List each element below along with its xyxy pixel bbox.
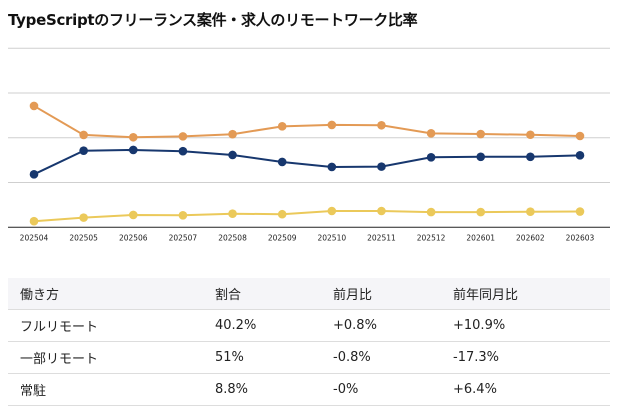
remote-ratio-table: 働き方 割合 前月比 前年同月比 フルリモート 40.2% +0.8% +10.… — [8, 278, 610, 406]
data-point-2 — [575, 207, 585, 216]
cell-mom: -0.8% — [333, 341, 453, 374]
cell-work-style: 常駐 — [8, 373, 215, 406]
data-point-0 — [79, 130, 88, 140]
series-line-0 — [33, 105, 581, 139]
cell-work-style: 一部リモート — [8, 341, 215, 374]
data-point-0 — [377, 120, 386, 130]
data-point-2 — [526, 207, 535, 217]
data-point-2 — [377, 206, 386, 216]
data-point-0 — [228, 129, 237, 139]
cell-mom: -0% — [333, 373, 453, 406]
data-point-1 — [79, 146, 88, 155]
x-tick-label: 202603 — [566, 233, 595, 242]
data-point-0 — [476, 129, 486, 139]
x-tick-label: 202510 — [317, 233, 346, 242]
cell-mom: +0.8% — [333, 309, 453, 342]
series-line-2 — [33, 210, 581, 223]
x-tick-label: 202602 — [516, 233, 545, 242]
x-tick-label: 202601 — [466, 233, 495, 242]
data-point-0 — [29, 101, 39, 111]
data-point-2 — [178, 211, 188, 220]
x-tick-label: 202507 — [169, 233, 198, 242]
cell-ratio: 51% — [215, 341, 333, 374]
data-point-2 — [29, 216, 39, 226]
data-point-0 — [327, 120, 337, 130]
cell-yoy: +10.9% — [453, 309, 610, 342]
data-point-0 — [426, 129, 436, 138]
header-work-style: 働き方 — [8, 278, 215, 310]
cell-ratio: 40.2% — [215, 309, 333, 342]
table-row: 常駐 8.8% -0% +6.4% — [8, 373, 610, 406]
data-point-1 — [426, 153, 436, 162]
table-row: フルリモート 40.2% +0.8% +10.9% — [8, 309, 610, 342]
data-point-1 — [29, 170, 39, 179]
data-point-2 — [128, 210, 138, 220]
x-tick-label: 202508 — [218, 233, 247, 242]
cell-yoy: -17.3% — [453, 341, 610, 374]
x-tick-label: 202504 — [20, 233, 49, 242]
data-point-1 — [476, 152, 486, 162]
remote-ratio-line-chart: 202504 202505 202506 202507 202508 202509 2025… — [8, 47, 610, 242]
cell-work-style: フルリモート — [8, 309, 215, 342]
data-point-2 — [426, 207, 436, 217]
data-point-2 — [228, 209, 237, 218]
data-point-1 — [575, 151, 585, 160]
x-tick-label: 202505 — [69, 233, 98, 242]
data-point-2 — [79, 213, 88, 222]
data-point-0 — [277, 122, 287, 131]
data-point-2 — [277, 209, 287, 219]
x-tick-label: 202511 — [367, 233, 396, 242]
header-mom: 前月比 — [333, 278, 453, 310]
page-title: TypeScriptのフリーランス案件・求人のリモートワーク比率 — [8, 11, 418, 29]
series-line-1 — [33, 148, 581, 176]
data-point-0 — [178, 132, 188, 141]
data-point-1 — [526, 152, 535, 162]
data-point-2 — [476, 207, 486, 217]
data-point-1 — [128, 145, 138, 155]
data-point-0 — [575, 131, 585, 141]
data-point-1 — [377, 162, 386, 171]
data-point-0 — [128, 132, 138, 142]
data-point-0 — [526, 130, 535, 140]
data-point-2 — [327, 206, 337, 216]
header-ratio: 割合 — [215, 278, 333, 310]
data-point-1 — [277, 157, 287, 167]
data-point-1 — [178, 146, 188, 156]
cell-ratio: 8.8% — [215, 373, 333, 406]
x-tick-label: 202512 — [417, 233, 446, 242]
header-yoy: 前年同月比 — [453, 278, 610, 310]
table-row: 一部リモート 51% -0.8% -17.3% — [8, 341, 610, 374]
x-tick-label: 202506 — [119, 233, 148, 242]
cell-yoy: +6.4% — [453, 373, 610, 406]
data-point-1 — [228, 150, 237, 160]
x-tick-label: 202509 — [268, 233, 297, 242]
table-header-row: 働き方 割合 前月比 前年同月比 — [8, 278, 610, 310]
data-point-1 — [327, 162, 337, 172]
